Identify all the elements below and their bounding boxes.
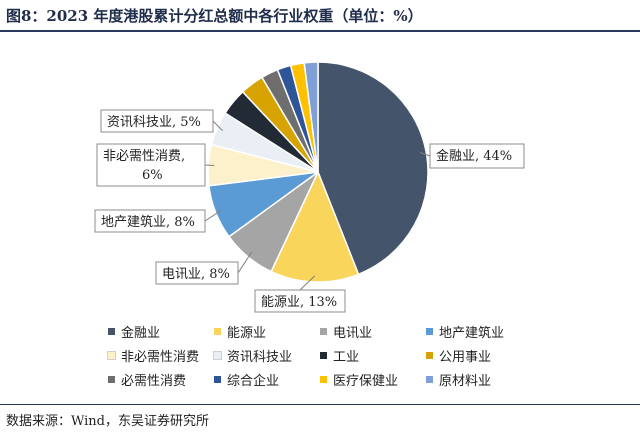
legend-swatch <box>108 375 115 383</box>
callout-box-5 <box>96 143 206 187</box>
legend-item-2: 能源业 <box>214 322 320 341</box>
legend-label: 地产建筑业 <box>439 325 505 341</box>
top-divider <box>0 30 640 32</box>
legend-label: 非必需性消费 <box>121 349 200 365</box>
pie-slice-12 <box>303 61 319 173</box>
callout-box-2 <box>254 289 346 313</box>
callout-leader-1 <box>420 152 431 157</box>
legend-label: 资讯科技业 <box>227 349 293 365</box>
legend-swatch <box>426 375 433 383</box>
data-label-4: 地产建筑业, 8% <box>101 214 195 230</box>
legend-swatch <box>320 327 327 335</box>
legend-item-11: 医疗保健业 <box>320 370 426 389</box>
source-note: 数据来源：Wind，东吴证券研究所 <box>6 414 209 429</box>
pie-chart: 金融业, 44% 能源业, 13% 电讯业, 8% 地产建筑业, 8% 非必需性消费, 6… <box>94 61 525 313</box>
callout-box-1 <box>429 143 525 169</box>
data-label-6: 资讯科技业, 5% <box>107 115 201 130</box>
legend-swatch <box>426 327 433 335</box>
legend-swatch <box>214 375 221 383</box>
data-label-3: 电讯业, 8% <box>162 267 230 282</box>
legend-label: 电讯业 <box>333 325 373 341</box>
legend-item-3: 电讯业 <box>320 322 426 341</box>
pie-callouts: 金融业, 44% 能源业, 13% 电讯业, 8% 地产建筑业, 8% 非必需性消费, 6… <box>94 109 525 313</box>
legend-label: 综合企业 <box>227 373 280 389</box>
figure-title: 图8：2023 年度港股累计分红总额中各行业权重（单位：%） <box>6 7 423 25</box>
data-label-1: 金融业, 44% <box>436 148 512 164</box>
legend-swatch <box>426 351 433 359</box>
callout-leader-6 <box>212 120 223 132</box>
legend-label: 必需性消费 <box>121 373 187 389</box>
legend-label: 金融业 <box>121 325 161 341</box>
legend-label: 原材料业 <box>439 373 492 389</box>
bottom-divider <box>0 404 640 405</box>
legend-item-5: 非必需性消费 <box>107 346 214 365</box>
legend-label: 工业 <box>333 349 360 365</box>
callout-box-6 <box>100 109 214 133</box>
legend-item-10: 综合企业 <box>214 370 320 389</box>
callout-leader-3 <box>237 251 253 274</box>
callout-leader-2 <box>299 275 316 291</box>
data-label-5: 非必需性消费, 6% <box>103 149 185 183</box>
legend-swatch <box>213 350 222 360</box>
legend-swatch <box>320 375 327 383</box>
legend-label: 公用事业 <box>439 349 492 365</box>
legend-item-4: 地产建筑业 <box>426 322 538 341</box>
callout-box-4 <box>94 209 206 233</box>
legend-swatch <box>214 327 221 335</box>
callout-leader-4 <box>204 209 222 222</box>
legend-item-6: 资讯科技业 <box>213 346 320 365</box>
legend-item-8: 公用事业 <box>426 346 538 365</box>
legend-item-9: 必需性消费 <box>108 370 214 389</box>
callout-box-3 <box>155 261 239 285</box>
legend-swatch <box>320 351 327 359</box>
legend-label: 医疗保健业 <box>333 373 399 389</box>
legend-item-1: 金融业 <box>108 322 214 341</box>
legend-swatch <box>108 327 115 335</box>
callout-leader-5 <box>204 164 215 166</box>
pie-slices <box>207 61 429 283</box>
legend-swatch <box>107 350 116 360</box>
legend-label: 能源业 <box>227 325 267 341</box>
legend-item-7: 工业 <box>320 346 426 365</box>
legend-item-12: 原材料业 <box>426 370 538 389</box>
pie-slice-2 <box>270 170 360 283</box>
data-label-2: 能源业, 13% <box>261 295 337 310</box>
pie-slice-1 <box>317 61 429 276</box>
chart-legend: 金融业 能源业 电讯业 地产建筑业非必需性消费 资讯科技业 工业 公用事业必需性消费 综合企业… <box>107 322 538 389</box>
